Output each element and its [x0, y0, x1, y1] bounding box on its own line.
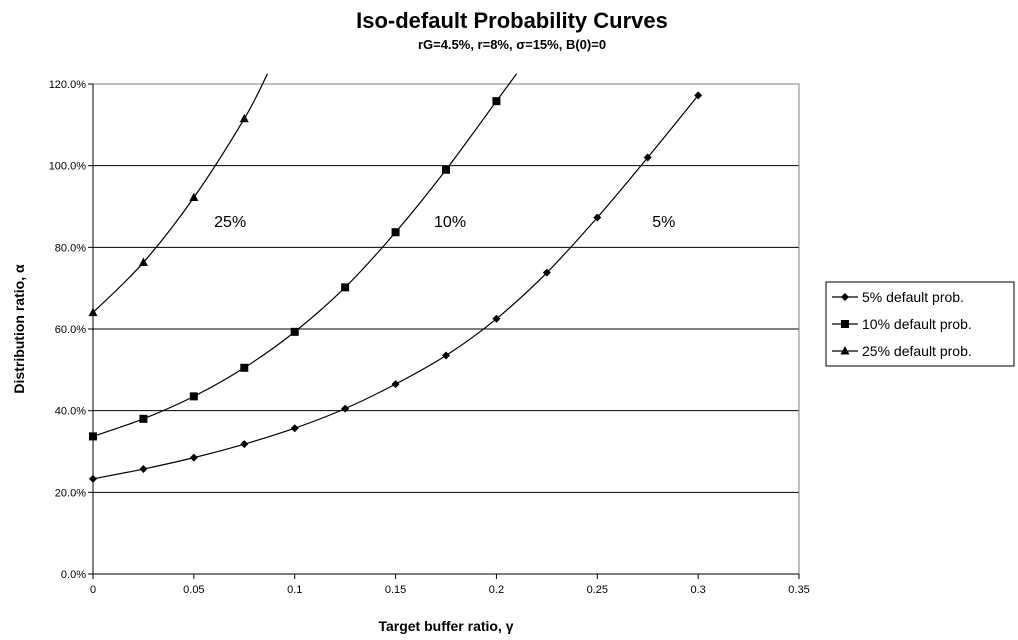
data-point-s0-7: [442, 351, 450, 360]
data-point-s0-2: [189, 453, 198, 462]
series-line-0: [92, 95, 699, 480]
chart-title: Iso-default Probability Curves: [356, 8, 668, 33]
x-axis-label: Target buffer ratio, γ: [378, 618, 513, 634]
data-point-s0-11: [643, 153, 652, 162]
annotation-0: 25%: [214, 214, 246, 231]
data-point-s0-10: [593, 213, 602, 222]
data-point-s0-0: [89, 474, 97, 483]
data-point-s1-5: [341, 283, 350, 292]
curve-annotations: 25% 10% 5%: [214, 214, 675, 231]
data-point-s0-12: [694, 91, 703, 100]
data-point-s1-0: [89, 432, 97, 441]
y-tick-labels: 0.0% 20.0% 40.0% 60.0% 80.0% 100.0% 120.0%: [49, 79, 87, 581]
x-tick-label-7: 0.35: [788, 584, 809, 596]
data-point-s0-5: [341, 404, 350, 413]
y-tick-label-5: 100.0%: [49, 161, 87, 173]
y-axis-label: Distribution ratio, α: [11, 264, 27, 394]
legend-label-0: 5% default prob.: [862, 289, 964, 305]
data-point-s0-4: [290, 424, 299, 433]
legend-label-1: 10% default prob.: [862, 316, 972, 332]
series-lines: [92, 73, 699, 480]
annotation-2: 5%: [652, 214, 675, 231]
data-point-s0-8: [492, 314, 501, 323]
data-point-s2-2: [189, 192, 199, 202]
x-tick-label-2: 0.1: [287, 584, 302, 596]
annotation-1: 10%: [434, 214, 466, 231]
series-line-1: [92, 73, 518, 437]
data-point-s1-8: [492, 97, 501, 106]
x-tick-label-5: 0.25: [587, 584, 608, 596]
y-tick-label-4: 80.0%: [55, 242, 86, 254]
y-tick-label-0: 0.0%: [61, 569, 86, 581]
axes: [88, 83, 800, 579]
x-tick-label-0: 0: [90, 584, 96, 596]
data-point-s0-6: [391, 380, 400, 389]
y-tick-label-1: 20.0%: [55, 487, 86, 499]
x-tick-label-6: 0.3: [690, 584, 705, 596]
data-point-s1-6: [391, 228, 400, 237]
legend-marker-1: [841, 320, 849, 328]
data-point-s1-3: [240, 363, 249, 372]
data-point-s0-1: [139, 465, 148, 474]
legend-marker-2: [840, 346, 850, 355]
series-markers: [88, 91, 703, 483]
grid-lines: [93, 83, 799, 493]
data-point-s1-4: [290, 327, 299, 336]
x-tick-label-1: 0.05: [183, 584, 204, 596]
data-point-s0-9: [542, 268, 551, 277]
y-tick-label-3: 60.0%: [55, 324, 86, 336]
data-point-s0-3: [240, 440, 249, 449]
data-point-s1-1: [139, 414, 148, 423]
data-point-s2-1: [138, 257, 148, 266]
chart-subtitle: rG=4.5%, r=8%, σ=15%, B(0)=0: [418, 37, 606, 52]
legend-label-2: 25% default prob.: [862, 343, 972, 359]
x-tick-label-4: 0.2: [489, 584, 504, 596]
data-point-s1-7: [442, 165, 450, 174]
x-tick-label-3: 0.15: [385, 584, 406, 596]
data-point-s1-2: [189, 392, 198, 401]
y-tick-label-2: 40.0%: [55, 406, 86, 418]
x-tick-labels: 0 0.05 0.1 0.15 0.2 0.25 0.3 0.35: [90, 584, 810, 596]
series-line-2: [92, 73, 269, 314]
legend-marker-0: [841, 293, 849, 301]
data-point-s2-0: [88, 307, 98, 317]
data-point-s2-3: [239, 113, 249, 123]
legend: 5% default prob. 10% default prob. 25% def…: [825, 281, 1015, 367]
y-tick-label-6: 120.0%: [49, 79, 87, 91]
